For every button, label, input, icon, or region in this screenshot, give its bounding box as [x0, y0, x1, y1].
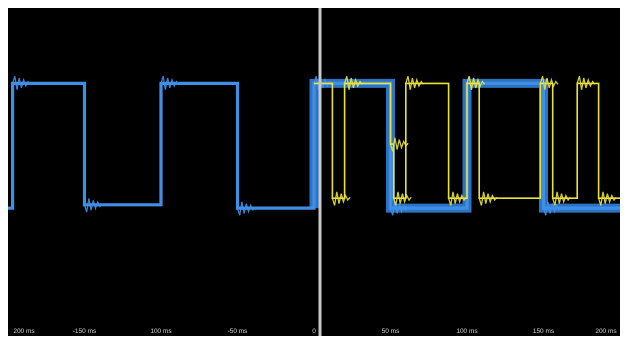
x-tick-label: 50 ms: [382, 328, 400, 335]
series-blue-ringing: [542, 201, 562, 216]
series-blue-ringing: [160, 76, 180, 90]
series-yellow-ringing: [539, 76, 559, 90]
series-blue-ringing: [389, 201, 409, 216]
x-tick-label: 100 ms: [150, 328, 172, 335]
series-yellow-ringing: [392, 191, 412, 206]
traces-group: [8, 76, 620, 216]
series-blue-ringing: [11, 76, 31, 90]
x-tick-label: 100 ms: [456, 328, 478, 335]
series-yellow-ringing: [597, 191, 617, 206]
series-yellow-ringing: [331, 191, 351, 206]
x-tick-label: -150 ms: [73, 328, 97, 335]
x-tick-label: 200 ms: [13, 328, 35, 335]
series-yellow-ringing: [389, 137, 409, 152]
x-tick-label: 200 ms: [595, 328, 617, 335]
series-yellow-ringing: [478, 191, 498, 206]
series-yellow-ringing: [405, 76, 424, 90]
series-blue-ringing: [83, 198, 103, 213]
series-blue-ringing: [236, 201, 256, 216]
x-tick-label: 0: [312, 328, 316, 335]
x-tick-label: 150 ms: [533, 328, 555, 335]
series-yellow-ringing: [343, 76, 363, 90]
x-tick-label: -50 ms: [228, 328, 249, 335]
series-yellow-ringing: [552, 191, 571, 206]
series-yellow-ringing: [576, 76, 596, 90]
series-yellow-ringing: [466, 76, 486, 90]
series-yellow-ringing: [447, 191, 467, 206]
